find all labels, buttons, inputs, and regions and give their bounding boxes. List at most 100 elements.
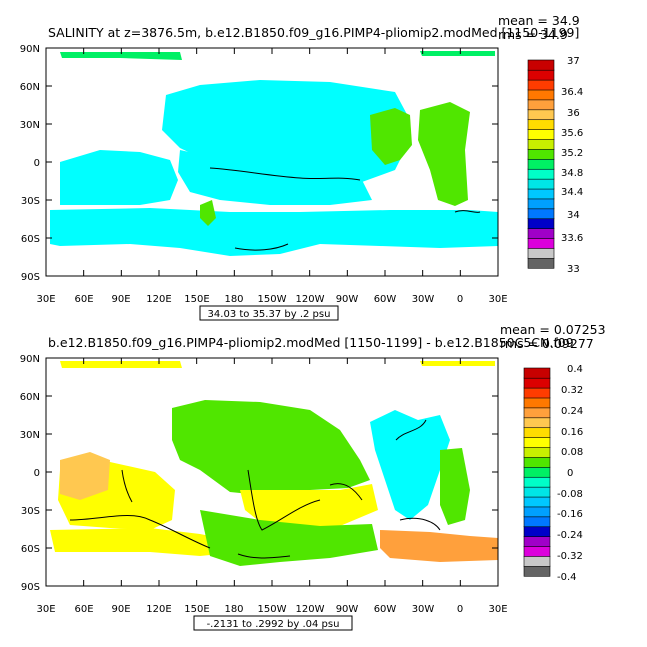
contour-line bbox=[121, 469, 133, 503]
lat-label: 90N bbox=[20, 354, 40, 365]
colorbar-label: 0.16 bbox=[561, 427, 583, 438]
lat-label: 90N bbox=[20, 44, 40, 55]
map-ticks bbox=[45, 357, 499, 587]
colorbar bbox=[523, 367, 551, 577]
contour-line bbox=[234, 243, 289, 251]
contour-line bbox=[209, 167, 361, 181]
panel-salinity: SALINITY at z=3876.5m, b.e12.B1850.f09_g… bbox=[20, 13, 583, 321]
colorbar-swatch bbox=[523, 437, 551, 448]
lon-label: 30E bbox=[488, 604, 507, 615]
colorbar-swatch bbox=[523, 377, 551, 389]
colorbar-swatch bbox=[527, 109, 555, 121]
lon-label: 120W bbox=[296, 294, 325, 305]
arctic-region-east bbox=[420, 361, 495, 366]
colorbar-label: 35.6 bbox=[561, 128, 583, 139]
lat-label: 90S bbox=[21, 272, 40, 283]
lon-label: 120E bbox=[146, 604, 171, 615]
range-label: 34.03 to 35.37 by .2 psu bbox=[208, 309, 331, 320]
lon-label: 180 bbox=[224, 294, 243, 305]
southern-region bbox=[50, 528, 240, 556]
lat-label: 30S bbox=[21, 506, 40, 517]
colorbar-label: 35.2 bbox=[561, 148, 583, 159]
colorbar-label: 34.8 bbox=[561, 168, 583, 179]
colorbar-swatch bbox=[523, 407, 551, 419]
colorbar-label: -0.16 bbox=[557, 509, 583, 520]
range-box: -.2131 to .2992 by .04 psu bbox=[193, 615, 353, 631]
colorbar-swatch bbox=[523, 516, 551, 528]
southern-green-region bbox=[200, 510, 378, 566]
colorbar-swatch bbox=[523, 555, 551, 567]
lon-label: 150E bbox=[184, 294, 209, 305]
range-label: -.2131 to .2992 by .04 psu bbox=[207, 619, 340, 630]
lon-label: 60W bbox=[374, 604, 397, 615]
tropical-pacific-region bbox=[178, 150, 372, 205]
arctic-region bbox=[60, 52, 182, 60]
colorbar-swatch bbox=[527, 168, 555, 180]
lon-label: 90E bbox=[111, 294, 130, 305]
lat-label: 60N bbox=[20, 82, 40, 93]
colorbar-swatch bbox=[523, 565, 551, 577]
lat-label: 90S bbox=[21, 582, 40, 593]
colorbar-swatch bbox=[523, 486, 551, 498]
colorbar-swatch bbox=[527, 158, 555, 170]
contour-line bbox=[69, 515, 211, 549]
lat-label: 30S bbox=[21, 196, 40, 207]
colorbar-swatch bbox=[527, 247, 555, 259]
lon-label: 0 bbox=[457, 294, 463, 305]
colorbar-swatch bbox=[527, 79, 555, 91]
colorbar-swatch bbox=[527, 257, 555, 269]
west-indian-region bbox=[60, 452, 110, 500]
colorbar-swatch bbox=[523, 545, 551, 557]
colorbar-swatch bbox=[523, 397, 551, 409]
lon-labels: 30E 60E 90E 120E 150E 180 150W 120W 90W … bbox=[36, 604, 507, 615]
colorbar-label: 0.32 bbox=[561, 385, 583, 396]
colorbar-label: -0.32 bbox=[557, 551, 583, 562]
colorbar-swatch bbox=[527, 119, 555, 130]
mean-stat: mean = 0.07253 bbox=[500, 322, 606, 337]
colorbar-swatch bbox=[523, 496, 551, 508]
colorbar-label: -0.4 bbox=[557, 572, 577, 583]
lon-label: 90E bbox=[111, 604, 130, 615]
contour-line bbox=[399, 517, 441, 531]
lon-label: 90W bbox=[336, 294, 359, 305]
lat-label: 60N bbox=[20, 392, 40, 403]
lon-label: 90W bbox=[336, 604, 359, 615]
panel-title: b.e12.B1850.f09_g16.PIMP4-pliomip2.modMe… bbox=[48, 335, 574, 350]
difference-field bbox=[50, 361, 498, 566]
colorbar-swatch bbox=[527, 188, 555, 200]
colorbar-swatch bbox=[523, 367, 551, 379]
lon-label: 120W bbox=[296, 604, 325, 615]
contour-line bbox=[395, 419, 427, 441]
colorbar-swatch bbox=[527, 218, 555, 229]
contour-line bbox=[237, 553, 291, 559]
lon-label: 120E bbox=[146, 294, 171, 305]
lon-label: 30W bbox=[412, 604, 435, 615]
s-atlantic-region bbox=[440, 448, 470, 525]
southern-region bbox=[50, 208, 498, 256]
map-plot bbox=[45, 357, 499, 587]
colorbar-labels: -0.4 -0.32 -0.24 -0.16 -0.08 0 0.08 0.16… bbox=[557, 364, 583, 583]
lon-label: 150W bbox=[258, 604, 287, 615]
colorbar-label: 34.4 bbox=[561, 187, 583, 198]
arctic-region bbox=[60, 361, 182, 368]
colorbar-label: 0.24 bbox=[561, 406, 583, 417]
colorbar-swatch bbox=[523, 387, 551, 399]
lon-label: 180 bbox=[224, 604, 243, 615]
lon-label: 150E bbox=[184, 604, 209, 615]
colorbar-swatch bbox=[527, 208, 555, 220]
colorbar-label: 36 bbox=[567, 108, 580, 119]
colorbar-label: 0 bbox=[567, 468, 573, 479]
range-box: 34.03 to 35.37 by .2 psu bbox=[199, 305, 339, 321]
colorbar-label: 37 bbox=[567, 56, 580, 67]
rms-stat: rms = 0.09277 bbox=[500, 336, 594, 351]
colorbar-swatch bbox=[527, 237, 555, 249]
lon-label: 30E bbox=[36, 604, 55, 615]
map-ticks bbox=[45, 47, 499, 277]
lat-labels: 90N 60N 30N 0 30S 60S 90S bbox=[20, 354, 40, 593]
colorbar-swatch bbox=[523, 536, 551, 547]
lon-label: 30E bbox=[36, 294, 55, 305]
colorbar-label: 34 bbox=[567, 210, 580, 221]
colorbar-swatch bbox=[527, 99, 555, 111]
colorbar-swatch bbox=[527, 129, 555, 140]
